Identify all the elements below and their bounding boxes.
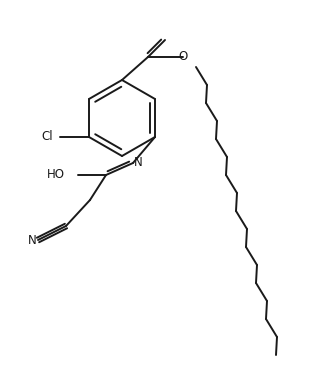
Text: N: N (28, 233, 37, 246)
Text: O: O (178, 50, 188, 63)
Text: N: N (134, 157, 143, 170)
Text: Cl: Cl (41, 131, 53, 144)
Text: HO: HO (47, 168, 65, 181)
